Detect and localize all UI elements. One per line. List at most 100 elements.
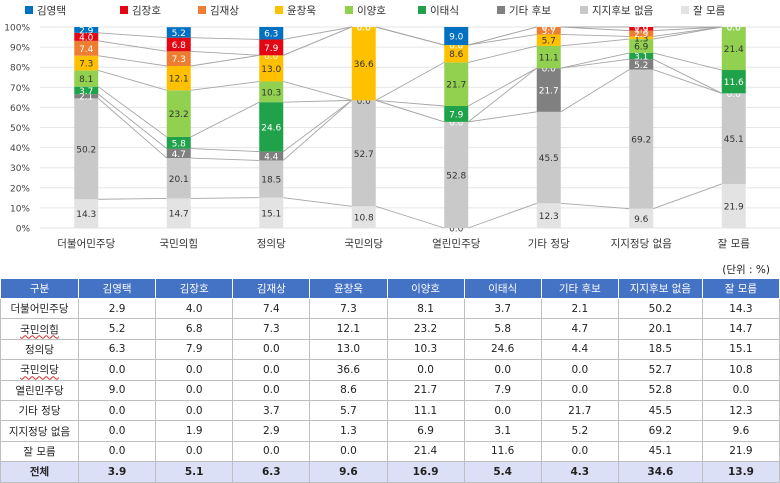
bar-segment [444, 27, 469, 46]
data-label: 21.9 [724, 202, 744, 212]
series-connector-line [190, 101, 260, 138]
table-cell: 34.6 [617, 461, 703, 483]
table-cell: 10.8 [701, 359, 780, 381]
data-label: 50.2 [76, 145, 96, 155]
bar-segment [536, 34, 561, 46]
x-tick-label: 국민의힘 [159, 238, 198, 250]
legend-label: 김장호 [132, 5, 161, 17]
series-connector-line [560, 69, 630, 113]
bar-segment [629, 59, 654, 70]
data-label: 7.3 [172, 55, 186, 65]
bar-segment [166, 51, 191, 66]
bar-segment [444, 121, 469, 228]
table-row: 열린민주당 9.0 0.0 0.0 8.6 21.7 7.9 0.0 52.8 … [0, 379, 780, 401]
stacked-bar-chart: 0% 10% 20% 30% 40% 50% 60% 70% 80% 90% 100% 14.3 50.… [4, 4, 780, 250]
table-cell: 23.2 [386, 318, 465, 340]
legend-label: 이양호 [357, 5, 386, 17]
legend-label: 지지후보 없음 [592, 4, 654, 17]
row-label: 정의당 [0, 338, 79, 361]
data-label: 21.4 [724, 45, 744, 55]
data-label: 6.9 [634, 42, 649, 52]
bar-segment [444, 105, 469, 122]
data-label: 52.8 [446, 171, 466, 181]
data-label: 12.1 [169, 75, 189, 85]
series-connector-line [97, 93, 168, 149]
data-label: 7.3 [79, 60, 93, 70]
table-cell: 45.1 [617, 440, 703, 463]
data-label: 14.7 [169, 210, 189, 220]
data-label: 15.1 [261, 209, 281, 219]
bar-segment [166, 148, 191, 159]
table-cell: 1.9 [155, 420, 234, 442]
data-label: 7.4 [79, 45, 94, 55]
table-cell: 5.2 [77, 318, 157, 340]
table-cell: 13.0 [309, 338, 388, 361]
table-cell: 36.6 [309, 359, 388, 381]
bar-segment [166, 90, 191, 137]
data-label: 1.9 [634, 25, 649, 35]
series-connector-line [190, 50, 260, 56]
legend-swatch [198, 6, 206, 14]
data-label: 0.0 [542, 24, 557, 34]
y-tick-label: 100% [4, 24, 30, 34]
series-connector-line [468, 33, 537, 46]
bar-segment [74, 55, 99, 71]
table-cell: 0.0 [463, 359, 542, 381]
data-label: 3.7 [79, 87, 93, 97]
y-tick-label: 40% [10, 144, 30, 154]
table-cell: 8.6 [309, 379, 388, 401]
table-cell: 0.0 [155, 399, 234, 422]
table-row: 잘 모름 0.0 0.0 0.0 0.0 21.4 11.6 0.0 45.1 … [0, 440, 780, 463]
legend-label: 김영택 [37, 5, 66, 17]
series-connector-line [468, 45, 537, 63]
bar-segment [74, 98, 99, 200]
table-cell: 7.3 [309, 297, 388, 320]
series-connector-line [190, 54, 260, 67]
bar-segment [721, 70, 746, 94]
y-tick-label: 50% [10, 124, 30, 134]
data-label: 45.5 [539, 154, 559, 164]
table-cell: 1.3 [309, 420, 388, 442]
table-cell: 5.1 [155, 461, 234, 483]
bar-segment [444, 45, 469, 63]
table-cell: 7.4 [232, 297, 311, 320]
data-label: 6.3 [264, 30, 278, 40]
table-cell: 4.7 [540, 318, 619, 340]
data-label: 0.0 [357, 97, 372, 107]
table-cell: 0.0 [309, 440, 388, 463]
data-label: 1.3 [634, 34, 648, 44]
y-tick-label: 30% [10, 164, 30, 174]
series-connector-line [98, 55, 167, 67]
table-cell: 6.8 [155, 318, 234, 340]
series-connector-line [468, 67, 537, 107]
data-label: 3.1 [634, 53, 648, 63]
header-cell: 이양호 [386, 278, 465, 299]
data-label: 8.1 [79, 75, 93, 85]
data-label: 20.1 [169, 175, 189, 185]
table-cell: 0.0 [386, 359, 465, 381]
data-label: 11.6 [724, 78, 744, 88]
table-cell: 0.0 [232, 338, 311, 361]
table-cell: 5.2 [540, 420, 619, 442]
bar-segment [629, 208, 654, 228]
table-cell: 12.3 [701, 399, 780, 422]
data-label: 0.0 [357, 24, 372, 34]
row-label: 전체 [0, 461, 79, 483]
bar-segment [166, 27, 191, 38]
series-connector-line [653, 58, 722, 94]
series-connector-line [375, 61, 445, 101]
bar-segment [536, 111, 561, 204]
table-cell: 0.0 [701, 379, 780, 401]
series-connector-line [560, 38, 630, 47]
table-cell: 14.7 [701, 318, 780, 340]
data-label: 6.8 [172, 41, 187, 51]
data-label: 0.0 [264, 52, 279, 62]
series-connector-line [283, 99, 352, 103]
series-connector-line [98, 198, 167, 200]
table-cell: 0.0 [77, 420, 157, 442]
series-connector-line [283, 26, 352, 40]
row-label: 지지정당 없음 [0, 420, 79, 442]
table-cell: 0.0 [77, 440, 157, 463]
bar-segment [721, 27, 746, 71]
table-cell: 52.7 [617, 359, 703, 381]
